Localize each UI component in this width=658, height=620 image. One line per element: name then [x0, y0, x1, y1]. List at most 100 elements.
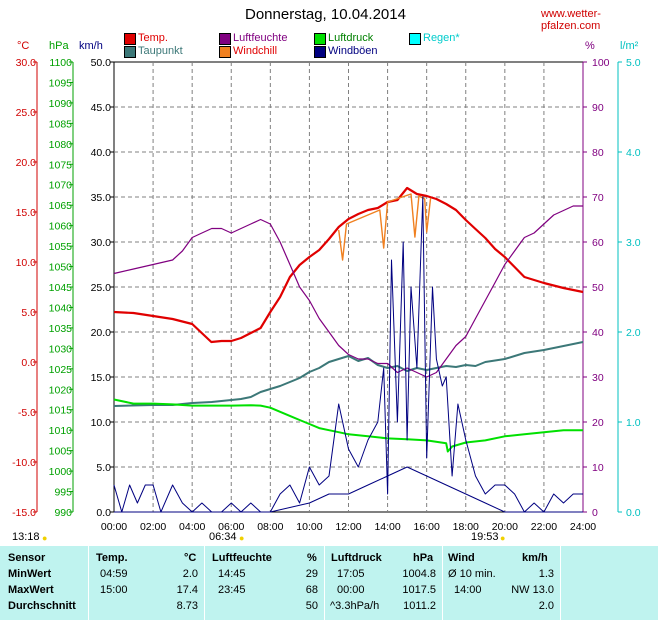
series-windb-en — [113, 196, 583, 513]
stats-header-hum-unit: % — [307, 552, 317, 564]
pressure-tick-label: 1015 — [49, 405, 73, 417]
rain-tick-label: 1.0 — [626, 417, 641, 429]
legend-label: Luftfeuchte — [233, 32, 288, 44]
stats-wind-time: Ø 10 min. — [448, 568, 496, 580]
stats-temp-value: 2.0 — [182, 568, 198, 580]
stats-header-hum: Luftfeuchte — [212, 552, 272, 564]
humidity-tick-label: 30 — [592, 372, 604, 384]
stats-temp-time: 04:59 — [100, 568, 128, 580]
x-tick-label: 12:00 — [335, 521, 361, 533]
humidity-tick-label: 100 — [592, 57, 610, 69]
stats-row-label: MinWert — [8, 568, 52, 580]
legend-swatch — [219, 33, 231, 45]
pressure-tick-label: 1095 — [49, 77, 73, 89]
humidity-unit-label: % — [585, 40, 595, 52]
wind-tick-label: 40.0 — [91, 147, 112, 159]
legend-label: Windchill — [233, 45, 278, 57]
sunset-icon: ● — [500, 533, 506, 543]
stats-pres-time: 17:05 — [337, 568, 365, 580]
stats-row-label: Durchschnitt — [8, 600, 76, 612]
humidity-tick-label: 20 — [592, 417, 604, 429]
temp-tick-label: -5.0 — [18, 407, 36, 419]
legend-swatch — [409, 33, 421, 45]
temp-unit-label: °C — [17, 40, 30, 52]
weather-chart: 00:00 02:00 04:00 06:00 08:00 10:00 12:00 14:00… — [12, 57, 641, 533]
wind-tick-label: 35.0 — [91, 192, 112, 204]
x-tick-label: 16:00 — [414, 521, 440, 533]
wind-tick-label: 15.0 — [91, 372, 112, 384]
legend-swatch — [124, 33, 136, 45]
stats-hum-value: 50 — [305, 600, 318, 612]
pressure-tick-label: 1070 — [49, 180, 73, 192]
pressure-tick-label: 1045 — [49, 282, 73, 294]
moonrise-icon: ● — [42, 533, 48, 543]
sunrise-icon: ● — [239, 533, 245, 543]
wind-unit-label: km/h — [79, 40, 103, 52]
temp-tick-label: 25.0 — [16, 107, 37, 119]
legend-swatch — [314, 33, 326, 45]
stats-header-pres-unit: hPa — [413, 552, 434, 564]
stats-header-temp-unit: °C — [184, 552, 197, 564]
stats-hum-value: 29 — [305, 568, 318, 580]
rain-tick-label: 4.0 — [626, 147, 641, 159]
legend-swatch — [124, 46, 136, 58]
stats-header-sensor: Sensor — [8, 552, 46, 564]
rain-tick-label: 5.0 — [626, 57, 641, 69]
pressure-tick-label: 1000 — [49, 466, 73, 478]
pressure-tick-label: 1060 — [49, 221, 73, 233]
legend-label: Windböen — [328, 45, 378, 57]
stats-pres-time: 00:00 — [337, 584, 365, 596]
pressure-tick-label: 1005 — [49, 446, 73, 458]
wind-tick-label: 10.0 — [91, 417, 112, 429]
x-tick-label: 06:00 — [218, 521, 244, 533]
legend-label: Luftdruck — [328, 32, 374, 44]
wind-tick-label: 20.0 — [91, 327, 112, 339]
x-tick-label: 24:00 — [570, 521, 596, 533]
humidity-tick-label: 60 — [592, 237, 604, 249]
temp-tick-label: 0.0 — [21, 357, 36, 369]
stats-hum-value: 68 — [305, 584, 318, 596]
temp-tick-label: 5.0 — [21, 307, 36, 319]
humidity-tick-label: 90 — [592, 102, 604, 114]
x-tick-label: 00:00 — [101, 521, 127, 533]
legend-label: Temp. — [138, 32, 168, 44]
legend-label: Regen* — [423, 32, 460, 44]
pressure-tick-label: 1010 — [49, 425, 73, 437]
sunrise-time: 06:34 — [209, 531, 237, 543]
pressure-tick-label: 1025 — [49, 364, 73, 376]
pressure-tick-label: 1090 — [49, 98, 73, 110]
stats-temp-value: 17.4 — [176, 584, 198, 596]
humidity-tick-label: 50 — [592, 282, 604, 294]
x-tick-label: 02:00 — [140, 521, 166, 533]
pressure-tick-label: 1020 — [49, 384, 73, 396]
series-taupunkt — [113, 341, 584, 407]
wind-tick-label: 45.0 — [91, 102, 112, 114]
stats-header-wind-unit: km/h — [522, 552, 548, 564]
x-tick-label: 08:00 — [257, 521, 283, 533]
site-url[interactable]: www.wetter-pfalzen.com — [541, 8, 601, 32]
rain-tick-label: 0.0 — [626, 507, 641, 519]
temp-tick-label: -10.0 — [12, 457, 36, 469]
stats-wind-value: 1.3 — [538, 568, 554, 580]
stats-temp-time: 15:00 — [100, 584, 128, 596]
humidity-tick-label: 70 — [592, 192, 604, 204]
series-luftdruck — [113, 398, 583, 453]
rain-tick-label: 3.0 — [626, 237, 641, 249]
wind-tick-label: 30.0 — [91, 237, 112, 249]
pressure-tick-label: 1065 — [49, 200, 73, 212]
chart-title: Donnerstag, 10.04.2014 — [245, 6, 406, 23]
stats-row-label: MaxWert — [8, 584, 54, 596]
x-tick-label: 14:00 — [374, 521, 400, 533]
stats-wind-time: 14:00 — [454, 584, 482, 596]
stats-header-wind: Wind — [448, 552, 475, 564]
legend-swatch — [219, 46, 231, 58]
pressure-tick-label: 1050 — [49, 262, 73, 274]
stats-header-pres: Luftdruck — [331, 552, 382, 564]
pressure-tick-label: 1035 — [49, 323, 73, 335]
wind-tick-label: 50.0 — [91, 57, 112, 69]
stats-temp-value: 8.73 — [176, 600, 198, 612]
pressure-tick-label: 1040 — [49, 302, 73, 314]
stats-wind-value: 2.0 — [538, 600, 554, 612]
wind-tick-label: 0.0 — [96, 507, 111, 519]
x-tick-label: 20:00 — [492, 521, 518, 533]
